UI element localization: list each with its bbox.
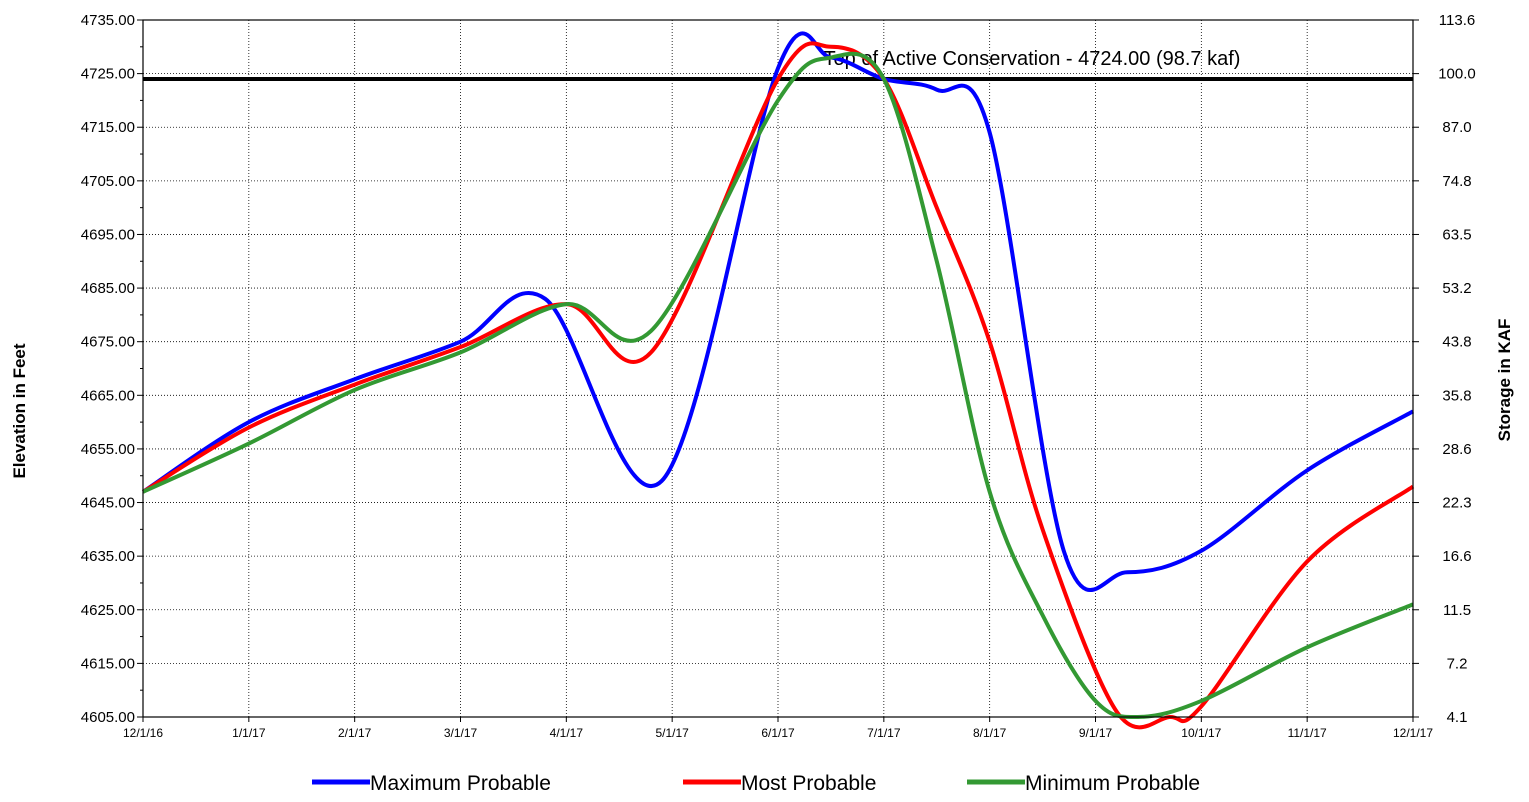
y2-tick-label: 16.6 [1442,548,1471,565]
y2-tick-label: 22.3 [1442,495,1471,512]
x-tick-label: 7/1/17 [867,726,901,740]
y2-tick-label: 63.5 [1442,226,1471,243]
legend-label: Maximum Probable [370,772,551,795]
y-tick-label: 4725.00 [81,66,135,83]
y-axis-ticks: 4605.00 4615.00 4625.00 4635.00 4645.00 4655.… [81,12,143,726]
gridlines [143,20,1413,717]
y-tick-label: 4715.00 [81,119,135,136]
y2-tick-label: 100.0 [1438,66,1476,83]
y2-axis-label: Storage in KAF [1495,319,1514,442]
y2-tick-label: 53.2 [1442,280,1471,297]
y-tick-label: 4645.00 [81,495,135,512]
y2-tick-label: 74.8 [1442,173,1471,190]
y2-tick-label: 43.8 [1442,334,1471,351]
y-tick-label: 4695.00 [81,226,135,243]
x-tick-label: 12/1/16 [123,726,163,740]
legend-label: Minimum Probable [1025,772,1200,795]
x-tick-label: 6/1/17 [761,726,795,740]
y2-tick-label: 11.5 [1443,602,1471,619]
y-tick-label: 4685.00 [81,280,135,297]
legend-label: Most Probable [741,772,876,795]
y-tick-label: 4655.00 [81,441,135,458]
x-tick-label: 2/1/17 [338,726,372,740]
y-tick-label: 4635.00 [81,548,135,565]
y2-tick-label: 4.1 [1447,709,1468,726]
y2-tick-label: 7.2 [1447,655,1468,672]
x-tick-label: 1/1/17 [232,726,266,740]
y2-tick-label: 35.8 [1442,387,1471,404]
y2-tick-label: 113.6 [1439,12,1475,29]
x-tick-label: 4/1/17 [550,726,584,740]
y-tick-label: 4735.00 [81,12,135,29]
y-axis-label: Elevation in Feet [10,343,29,478]
x-axis-ticks: 12/1/16 1/1/17 2/1/17 3/1/17 4/1/17 5/1/17 6/1… [123,717,1433,740]
y-tick-label: 4605.00 [81,709,135,726]
legend: Maximum Probable Most Probable Minimum Pro… [312,772,1200,795]
x-tick-label: 11/1/17 [1288,726,1327,740]
y2-tick-label: 87.0 [1442,119,1471,136]
y2-tick-label: 28.6 [1442,441,1471,458]
x-tick-label: 8/1/17 [973,726,1007,740]
y-tick-label: 4675.00 [81,334,135,351]
y2-axis-ticks: 4.1 7.2 11.5 16.6 22.3 28.6 35.8 43.8 53.2 63.5 74… [1413,12,1476,726]
x-tick-label: 9/1/17 [1079,726,1113,740]
x-tick-label: 10/1/17 [1181,726,1221,740]
x-tick-label: 3/1/17 [444,726,478,740]
y-tick-label: 4625.00 [81,602,135,619]
x-tick-label: 12/1/17 [1393,726,1433,740]
y-tick-label: 4615.00 [81,655,135,672]
reference-line-label: Top of Active Conservation - 4724.00 (98… [824,48,1241,70]
y-tick-label: 4705.00 [81,173,135,190]
x-tick-label: 5/1/17 [655,726,689,740]
y-tick-label: 4665.00 [81,387,135,404]
